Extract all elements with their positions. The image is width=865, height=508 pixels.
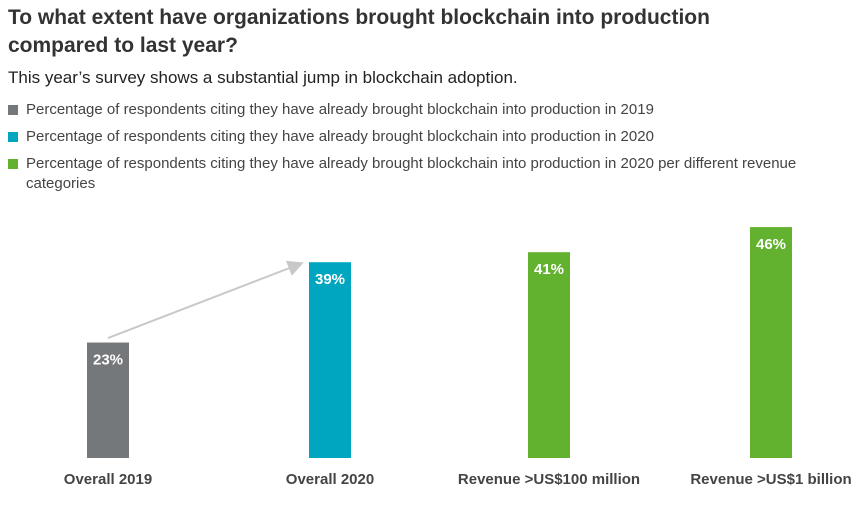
x-tick-label: Revenue >US$1 billion xyxy=(690,471,851,488)
bar xyxy=(750,227,792,458)
legend-swatch xyxy=(8,132,18,142)
value-label: 39% xyxy=(315,271,345,288)
legend: Percentage of respondents citing they ha… xyxy=(8,100,808,201)
bar xyxy=(87,342,129,458)
value-label: 41% xyxy=(534,261,564,278)
bar xyxy=(309,262,351,458)
legend-label: Percentage of respondents citing they ha… xyxy=(26,128,654,145)
bar xyxy=(528,252,570,458)
legend-label: Percentage of respondents citing they ha… xyxy=(26,155,797,192)
chart-title: To what extent have organizations brough… xyxy=(8,6,710,57)
x-tick-label: Revenue >US$100 million xyxy=(458,471,640,488)
chart-subtitle: This year’s survey shows a substantial j… xyxy=(8,68,518,87)
legend-swatch xyxy=(8,105,18,115)
legend-label: Percentage of respondents citing they ha… xyxy=(26,101,654,118)
legend-entry: Percentage of respondents citing they ha… xyxy=(8,100,808,120)
x-tick-label: Overall 2019 xyxy=(64,471,152,488)
legend-entry: Percentage of respondents citing they ha… xyxy=(8,154,808,194)
trend-arrow xyxy=(107,260,304,339)
value-label: 46% xyxy=(756,236,786,253)
x-tick-label: Overall 2020 xyxy=(286,471,374,488)
legend-entry: Percentage of respondents citing they ha… xyxy=(8,127,808,147)
value-label: 23% xyxy=(93,352,123,369)
legend-swatch xyxy=(8,159,18,169)
